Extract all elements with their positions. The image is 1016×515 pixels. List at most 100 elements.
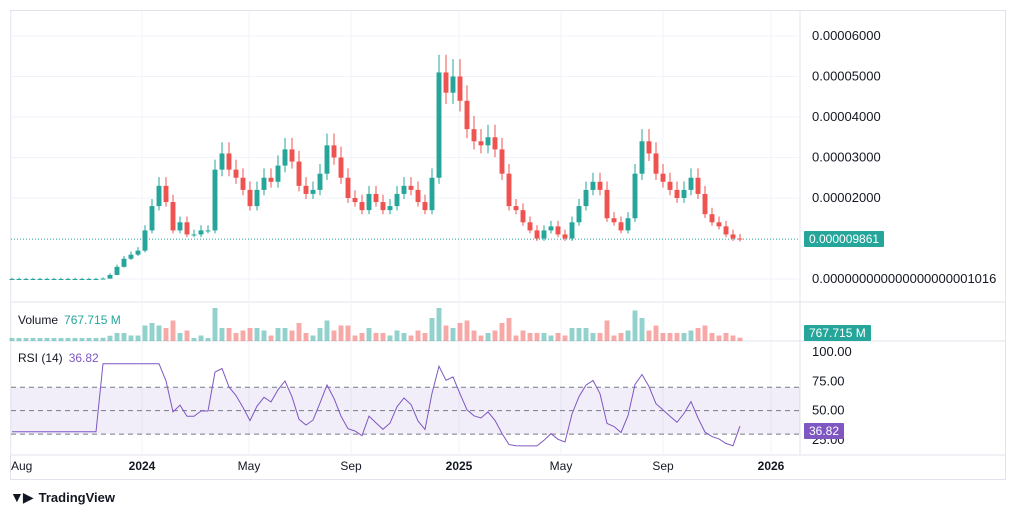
volume-bar	[268, 335, 274, 341]
volume-bar	[142, 325, 148, 341]
volume-bar	[345, 325, 351, 341]
price-tick-label: 0.00004000	[812, 109, 881, 124]
volume-bar	[632, 310, 638, 341]
candle-body	[93, 279, 99, 280]
volume-bar	[408, 335, 414, 341]
volume-bar	[639, 318, 645, 341]
volume-bar	[429, 318, 435, 341]
candle-body	[492, 137, 498, 150]
time-tick-label: May	[550, 459, 573, 473]
volume-bar	[737, 337, 743, 341]
volume-bar	[541, 333, 547, 341]
time-tick-label: Sep	[340, 459, 362, 473]
candle-body	[730, 234, 736, 239]
volume-bar	[359, 333, 365, 341]
candle-body	[443, 72, 449, 93]
candle-body	[191, 234, 197, 236]
candle-body	[639, 141, 645, 174]
volume-bar	[324, 320, 330, 341]
candle-body	[163, 185, 169, 203]
candle-body	[464, 100, 470, 130]
axes: 0.00006000 0.00005000 0.00004000 0.00003000…	[11, 28, 996, 473]
volume-bar	[478, 335, 484, 341]
candle-body	[401, 185, 407, 194]
candle-body	[86, 279, 92, 280]
candle-body	[30, 279, 36, 280]
rsi-legend-label: RSI (14)	[18, 351, 63, 365]
volume-bar	[611, 335, 617, 341]
time-tick-label: 2025	[446, 459, 473, 473]
candle-body	[79, 279, 85, 280]
volume-bar	[716, 335, 722, 341]
volume-bar	[37, 338, 43, 341]
candle-body	[450, 76, 456, 93]
candle-body	[51, 279, 57, 280]
candle-body	[576, 206, 582, 223]
candle-body	[317, 173, 323, 190]
price-tick-label: 0.00005000	[812, 69, 881, 84]
volume-bar	[485, 333, 491, 341]
volume-bar	[275, 328, 281, 341]
candle-body	[415, 189, 421, 203]
tradingview-brand[interactable]: ▼▶ TradingView	[10, 489, 115, 506]
volume-bar	[86, 338, 92, 341]
candle-body	[268, 177, 274, 182]
volume-bar	[240, 330, 246, 341]
volume-bar	[695, 328, 701, 341]
volume-bar	[23, 338, 29, 341]
volume-bar	[44, 338, 50, 341]
candle-body	[380, 202, 386, 211]
candle-body	[667, 181, 673, 190]
volume-bar	[548, 335, 554, 341]
candle-body	[373, 193, 379, 203]
candle-body	[184, 222, 190, 235]
candle-body	[58, 279, 64, 280]
candle-body	[646, 141, 652, 154]
volume-bar	[555, 333, 561, 341]
volume-bar	[296, 323, 302, 341]
candle-body	[611, 218, 617, 223]
candle-body	[520, 210, 526, 223]
candle-body	[352, 198, 358, 203]
volume-bar	[30, 338, 36, 341]
candle-body	[660, 173, 666, 182]
volume-bar	[688, 330, 694, 341]
volume-bar	[100, 337, 106, 341]
candle-body	[303, 185, 309, 194]
candle-body	[422, 202, 428, 211]
candle-body	[471, 129, 477, 142]
time-tick-label: May	[238, 459, 261, 473]
volume-bar	[625, 330, 631, 341]
volume-bar	[198, 335, 204, 341]
candle-body	[310, 189, 316, 194]
volume-bar	[233, 333, 239, 341]
candle-body	[219, 153, 225, 170]
volume-bar	[569, 328, 575, 341]
candle-body	[275, 165, 281, 182]
volume-bar	[653, 325, 659, 341]
volume-bar	[317, 328, 323, 341]
volume-bar	[254, 328, 260, 341]
candle-body	[485, 137, 491, 146]
candle-body	[233, 169, 239, 178]
candle-body	[121, 258, 127, 267]
volume-bar	[471, 330, 477, 341]
candle-body	[653, 153, 659, 174]
volume-bar	[506, 318, 512, 341]
volume-bar	[527, 333, 533, 341]
volume-bar	[310, 335, 316, 341]
candle-body	[100, 278, 106, 280]
volume-bar	[646, 330, 652, 341]
time-tick-label: 2026	[758, 459, 785, 473]
volume-bar	[562, 335, 568, 341]
volume-bar	[492, 330, 498, 341]
volume-bar	[513, 335, 519, 341]
candle-body	[478, 141, 484, 146]
candle-body	[114, 266, 120, 275]
candle-body	[16, 279, 22, 280]
candle-body	[177, 222, 183, 231]
rsi-legend-value: 36.82	[68, 351, 99, 365]
volume-bar	[114, 333, 120, 341]
volume-bar	[730, 335, 736, 341]
